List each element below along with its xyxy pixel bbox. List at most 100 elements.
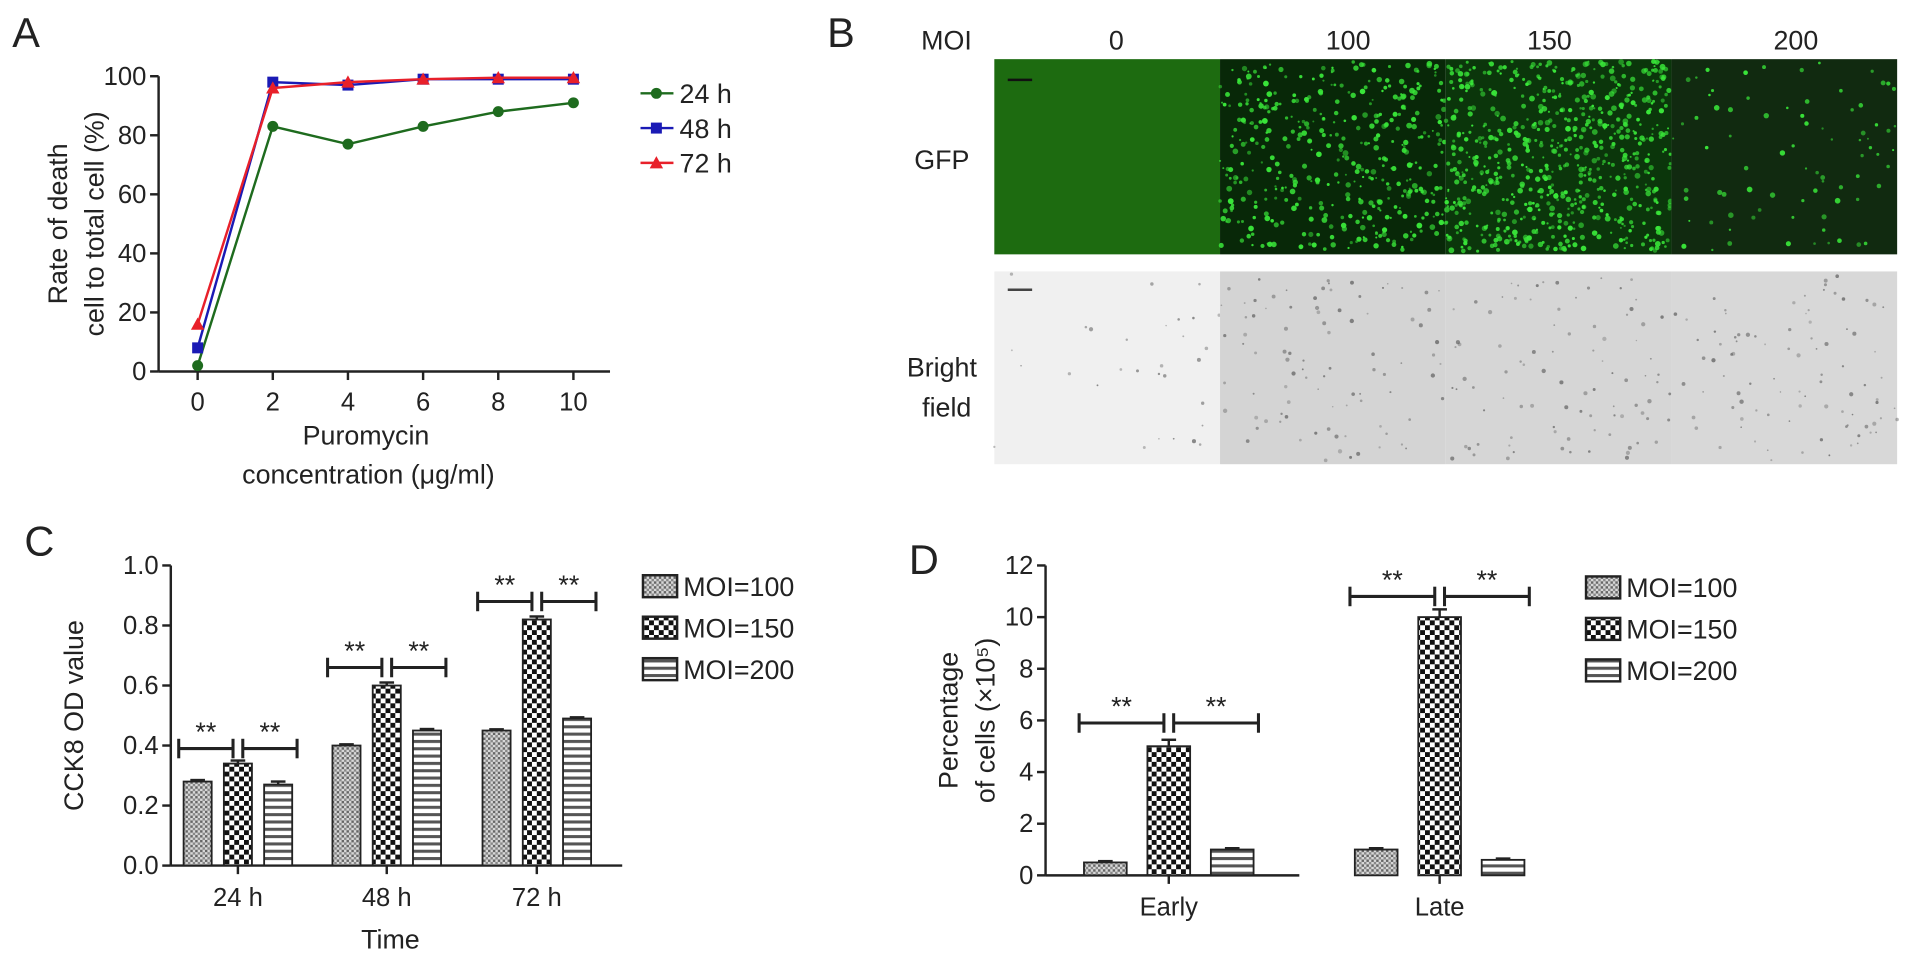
gfp-cell (1371, 67, 1377, 73)
gfp-cell (1461, 171, 1464, 174)
gfp-cell (1264, 98, 1268, 103)
gfp-cell (1416, 222, 1423, 229)
gfp-cell (1655, 79, 1659, 84)
gfp-cell (1626, 205, 1633, 211)
gfp-cell (1222, 167, 1225, 170)
brightfield-cell (1321, 286, 1326, 291)
gfp-cell (1498, 65, 1504, 70)
gfp-cell (1637, 141, 1642, 146)
gfp-cell (1653, 67, 1658, 73)
gfp-cell (1458, 83, 1465, 90)
gfp-cell (1635, 164, 1640, 169)
gfp-cell (1522, 215, 1526, 219)
gfp-cell (1785, 241, 1791, 247)
gfp-cell (1804, 121, 1809, 126)
brightfield-cell (1593, 429, 1596, 432)
gfp-cell (1855, 174, 1860, 179)
brightfield-cell (1624, 455, 1630, 460)
gfp-cell (1658, 85, 1662, 89)
gfp-cell (1494, 137, 1499, 142)
gfp-cell (1437, 142, 1441, 146)
gfp-cell (1821, 127, 1824, 130)
gfp-cell (1856, 242, 1862, 247)
gfp-cell (1403, 149, 1410, 155)
gfp-cell (1459, 229, 1463, 232)
brightfield-cell (1724, 312, 1727, 315)
brightfield-cell (1482, 409, 1486, 412)
gfp-cell (1664, 92, 1668, 97)
gfp-cell (1573, 198, 1577, 201)
gfp-cell (1573, 133, 1577, 138)
gfp-cell (1410, 95, 1415, 101)
gfp-cell (1512, 69, 1518, 75)
gfp-cell (1600, 202, 1605, 207)
gfp-cell (1650, 68, 1655, 72)
gfp-cell (1488, 88, 1492, 92)
gfp-cell (1240, 196, 1246, 202)
gfp-cell (1243, 120, 1247, 125)
gfp-cell (1424, 198, 1430, 204)
gfp-cell (1311, 77, 1315, 81)
brightfield-cell (1635, 298, 1638, 301)
brightfield-cell (1893, 407, 1896, 410)
gfp-cell (1799, 67, 1804, 73)
significance-label: ** (1111, 692, 1132, 722)
gfp-cell (1364, 169, 1370, 174)
gfp-cell (1442, 222, 1445, 225)
x-tick-label: 4 (341, 389, 355, 417)
gfp-cell (1446, 64, 1451, 69)
series-line-72h (196, 76, 574, 325)
gfp-cell (1433, 63, 1439, 69)
chart-c: 0.0 0.2 0.4 0.6 0.8 1.0 24 h ** ** 48 h ** ** 72 h **… (59, 552, 794, 955)
gfp-cell (1465, 198, 1472, 205)
gfp-cell (1310, 148, 1313, 151)
gfp-cell (1576, 83, 1580, 87)
gfp-cell (1507, 147, 1512, 152)
brightfield-cell (993, 445, 996, 449)
gfp-cell (1645, 207, 1650, 212)
gfp-cell (1818, 61, 1821, 65)
gfp-cell (1510, 60, 1514, 64)
gfp-cell (1501, 211, 1508, 218)
gfp-cell (1326, 143, 1332, 149)
gfp-cell (1391, 242, 1397, 248)
panel-label-a: A (12, 9, 40, 56)
gfp-cell (1303, 97, 1309, 102)
gfp-cell (1641, 68, 1647, 74)
gfp-cell (1292, 93, 1297, 98)
gfp-cell (1449, 79, 1454, 85)
gfp-cell (1769, 192, 1776, 198)
gfp-cell (1511, 219, 1517, 225)
gfp-cell (1596, 156, 1601, 161)
gfp-cell (1485, 169, 1490, 175)
gfp-cell (1297, 132, 1303, 138)
gfp-cell (1381, 231, 1387, 238)
brightfield-cell (1636, 441, 1639, 445)
brightfield-cell (1531, 350, 1536, 354)
gfp-cell (1297, 120, 1300, 123)
gfp-cell (1465, 168, 1469, 172)
bar (521, 618, 552, 867)
brightfield-cell (1438, 289, 1440, 292)
gfp-cell (1426, 171, 1433, 177)
gfp-cell (1289, 188, 1296, 195)
gfp-cell (1647, 171, 1650, 175)
gfp-cell (1323, 213, 1329, 218)
gfp-cell (1505, 242, 1508, 245)
moi-column-200: 200 (1773, 25, 1818, 55)
gfp-cell (1570, 211, 1574, 215)
gfp-cell (1727, 107, 1733, 113)
gfp-cell (1668, 152, 1672, 156)
gfp-cell (1582, 129, 1585, 132)
brightfield-cell (1378, 446, 1381, 449)
brightfield-cell (1766, 449, 1769, 452)
gfp-cell (1476, 188, 1480, 192)
gfp-cell (1503, 229, 1507, 233)
gfp-cell (1375, 133, 1381, 138)
gfp-cell (1570, 203, 1575, 208)
gfp-cell (1434, 71, 1437, 74)
gfp-cell (1578, 180, 1583, 185)
brightfield-cell (1569, 450, 1572, 454)
brightfield-cell (1328, 366, 1332, 370)
gfp-cell (1577, 72, 1581, 76)
